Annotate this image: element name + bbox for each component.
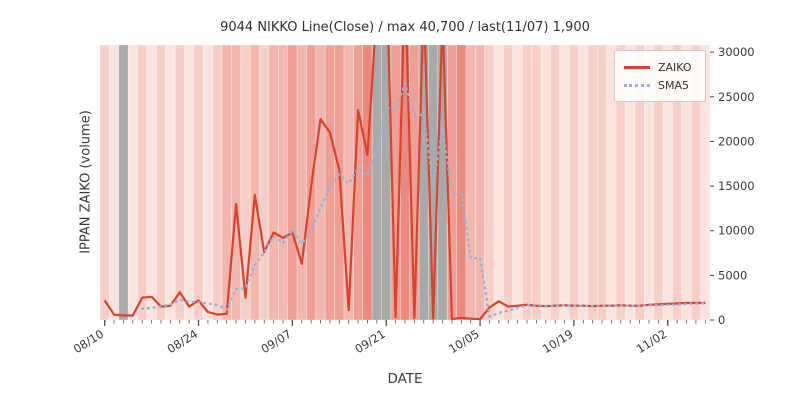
- background-band: [522, 44, 532, 321]
- background-band: [512, 44, 523, 321]
- background-band: [343, 44, 354, 321]
- y-tick-label: 25000: [718, 90, 755, 104]
- background-band: [296, 44, 307, 321]
- background-band: [137, 44, 148, 321]
- background-band: [118, 44, 129, 321]
- x-tick-label: 11/02: [634, 327, 670, 356]
- x-tick-label: 10/19: [540, 327, 576, 356]
- legend-item-sma5: SMA5: [624, 76, 696, 94]
- legend-label-zaiko: ZAIKO: [658, 60, 692, 74]
- background-band: [127, 44, 138, 321]
- background-band: [475, 44, 486, 321]
- background-band: [550, 44, 561, 321]
- background-band: [193, 44, 204, 321]
- sma5-line: [141, 79, 707, 319]
- background-band: [503, 44, 514, 321]
- background-band: [146, 44, 157, 321]
- background-band: [99, 44, 110, 321]
- background-band: [493, 44, 504, 321]
- background-band: [231, 44, 242, 321]
- x-axis-label: DATE: [387, 371, 423, 387]
- y-axis-label: IPPAN ZAIKO (volume): [78, 110, 94, 254]
- y-tick-label: 10000: [718, 224, 755, 238]
- background-band: [540, 44, 551, 321]
- background-band: [249, 44, 260, 321]
- background-band: [259, 44, 270, 321]
- legend-item-zaiko: ZAIKO: [624, 58, 696, 76]
- chart-title: 9044 NIKKO Line(Close) / max 40,700 / la…: [220, 20, 590, 35]
- background-band: [531, 44, 542, 321]
- y-tick-label: 0: [718, 313, 725, 327]
- background-band: [278, 44, 288, 321]
- x-tick-label: 09/07: [258, 327, 294, 356]
- background-band: [315, 44, 326, 321]
- x-tick-label: 10/05: [446, 327, 482, 356]
- background-band: [287, 44, 298, 321]
- background-band: [578, 44, 589, 321]
- y-tick-label: 20000: [718, 134, 755, 148]
- zaiko-line-swatch: [624, 65, 650, 69]
- y-tick-label: 30000: [718, 45, 755, 59]
- background-band: [587, 44, 598, 321]
- sma5-line-swatch: [624, 83, 650, 87]
- x-tick-label: 09/21: [352, 327, 388, 356]
- y-tick-label: 15000: [718, 179, 755, 193]
- background-band: [212, 44, 223, 321]
- background-band: [465, 44, 476, 321]
- background-band: [268, 44, 279, 321]
- legend-label-sma5: SMA5: [658, 78, 689, 92]
- y-tick-label: 5000: [718, 268, 747, 282]
- background-band: [174, 44, 185, 321]
- background-band: [371, 44, 382, 321]
- background-band: [109, 44, 120, 321]
- background-band: [202, 44, 213, 321]
- x-tick-label: 08/24: [165, 327, 201, 356]
- background-band: [165, 44, 176, 321]
- legend: ZAIKO SMA5: [614, 50, 706, 102]
- background-band: [559, 44, 570, 321]
- background-band: [597, 44, 608, 321]
- background-band: [484, 44, 495, 321]
- background-band: [456, 44, 467, 321]
- background-band: [324, 44, 335, 321]
- background-band: [184, 44, 195, 321]
- background-band: [240, 44, 251, 321]
- background-band: [568, 44, 579, 321]
- x-tick-label: 08/10: [71, 327, 107, 356]
- background-band: [156, 44, 166, 321]
